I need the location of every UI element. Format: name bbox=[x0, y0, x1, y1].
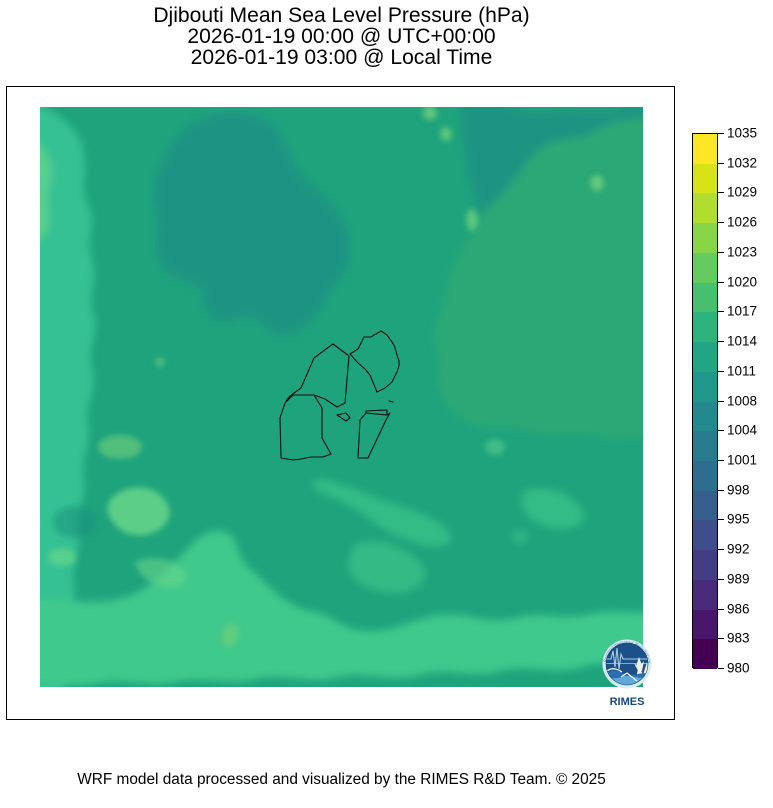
svg-text:RIMES: RIMES bbox=[610, 696, 645, 708]
